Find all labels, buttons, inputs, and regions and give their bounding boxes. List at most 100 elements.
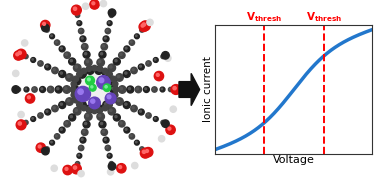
Circle shape — [124, 46, 130, 52]
Circle shape — [56, 135, 57, 137]
Circle shape — [73, 166, 77, 169]
Circle shape — [49, 88, 51, 90]
Circle shape — [110, 14, 112, 15]
Circle shape — [113, 81, 118, 87]
Circle shape — [155, 59, 156, 60]
Circle shape — [76, 14, 78, 15]
Circle shape — [120, 122, 122, 124]
Circle shape — [67, 100, 70, 102]
Circle shape — [98, 108, 103, 113]
Circle shape — [77, 72, 82, 77]
Circle shape — [108, 22, 110, 23]
Circle shape — [110, 163, 112, 164]
Circle shape — [110, 66, 112, 68]
Circle shape — [83, 45, 85, 47]
Circle shape — [120, 54, 122, 55]
Circle shape — [18, 111, 24, 118]
Circle shape — [71, 92, 76, 98]
Circle shape — [18, 51, 22, 54]
Circle shape — [65, 122, 67, 124]
Circle shape — [156, 73, 159, 76]
Circle shape — [38, 145, 41, 148]
Circle shape — [50, 34, 54, 39]
Circle shape — [166, 125, 175, 134]
Circle shape — [38, 113, 43, 118]
Circle shape — [105, 103, 107, 105]
Circle shape — [60, 129, 62, 130]
Circle shape — [40, 86, 45, 93]
Circle shape — [108, 154, 110, 156]
Circle shape — [97, 113, 104, 120]
Circle shape — [155, 118, 156, 119]
Circle shape — [113, 87, 119, 92]
Circle shape — [86, 108, 91, 113]
Circle shape — [65, 54, 67, 55]
Circle shape — [46, 29, 47, 30]
Circle shape — [80, 137, 86, 143]
Circle shape — [118, 75, 120, 78]
Circle shape — [105, 72, 107, 74]
Circle shape — [162, 55, 163, 57]
Circle shape — [75, 70, 114, 109]
Circle shape — [53, 107, 55, 109]
Circle shape — [118, 86, 126, 93]
Circle shape — [139, 22, 149, 32]
Circle shape — [103, 70, 111, 78]
Circle shape — [147, 19, 153, 25]
Circle shape — [86, 66, 91, 71]
Circle shape — [54, 40, 60, 45]
Circle shape — [16, 49, 26, 59]
Circle shape — [59, 46, 65, 52]
Circle shape — [32, 118, 33, 119]
Circle shape — [52, 105, 58, 112]
Circle shape — [104, 37, 106, 39]
Circle shape — [25, 88, 26, 90]
Circle shape — [102, 45, 104, 47]
Circle shape — [31, 117, 36, 121]
Circle shape — [146, 61, 151, 66]
Circle shape — [12, 86, 20, 93]
Circle shape — [123, 71, 130, 78]
Circle shape — [113, 58, 120, 65]
X-axis label: Voltage: Voltage — [273, 155, 315, 165]
Circle shape — [107, 153, 112, 158]
Circle shape — [16, 120, 26, 130]
Circle shape — [88, 78, 90, 81]
Circle shape — [98, 66, 103, 71]
Circle shape — [57, 88, 59, 90]
Circle shape — [141, 29, 142, 30]
Circle shape — [78, 154, 79, 156]
Circle shape — [95, 105, 103, 113]
Circle shape — [71, 85, 79, 94]
Circle shape — [75, 109, 77, 111]
Circle shape — [108, 163, 116, 170]
Circle shape — [125, 103, 127, 105]
Circle shape — [99, 51, 106, 58]
Circle shape — [17, 88, 19, 90]
Circle shape — [170, 106, 177, 112]
Circle shape — [165, 55, 171, 61]
Circle shape — [143, 23, 146, 26]
Circle shape — [132, 69, 134, 71]
Circle shape — [16, 87, 20, 92]
Text: $\mathbf{V_{thresh}}$: $\mathbf{V_{thresh}}$ — [246, 10, 282, 24]
Circle shape — [77, 153, 82, 158]
Circle shape — [119, 166, 122, 169]
Circle shape — [132, 107, 134, 109]
Circle shape — [46, 65, 48, 67]
Circle shape — [18, 122, 22, 125]
Circle shape — [113, 92, 118, 98]
Circle shape — [108, 77, 116, 85]
Circle shape — [45, 147, 49, 151]
Circle shape — [105, 93, 116, 104]
Circle shape — [146, 149, 149, 152]
Circle shape — [162, 121, 163, 123]
Circle shape — [102, 130, 104, 132]
Circle shape — [109, 13, 113, 18]
Circle shape — [71, 164, 81, 174]
Circle shape — [80, 103, 82, 105]
Circle shape — [81, 68, 87, 74]
Circle shape — [70, 60, 72, 62]
Circle shape — [161, 120, 165, 125]
Circle shape — [131, 105, 137, 112]
